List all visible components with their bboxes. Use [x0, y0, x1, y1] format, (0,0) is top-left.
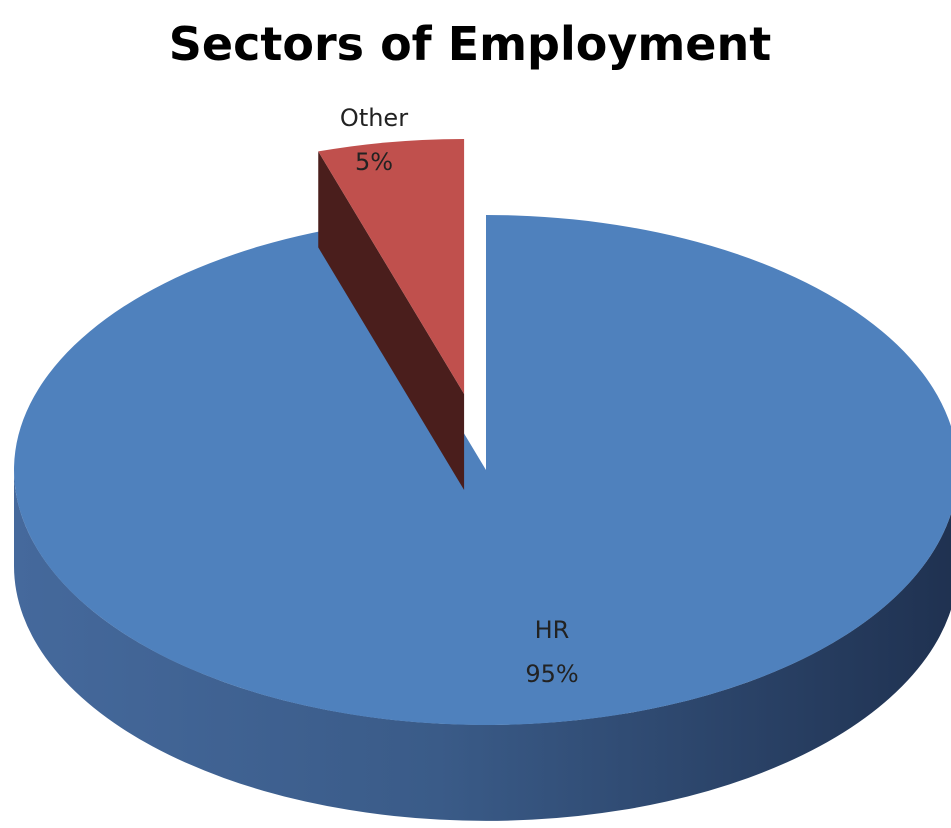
slice-label-hr-name: HR: [535, 616, 570, 644]
pie-top-other: [318, 138, 465, 394]
slice-label-other-name: Other: [340, 104, 408, 132]
pie-cut-face-other: [318, 151, 465, 490]
slice-label-other-percent: 5%: [355, 148, 393, 176]
slice-label-other: Other 5%: [340, 104, 408, 176]
pie-slice-other: [318, 138, 465, 490]
pie-top-hr: [14, 215, 951, 725]
pie-slice-hr: [14, 215, 951, 821]
slice-label-hr: HR 95%: [525, 616, 578, 688]
chart-title: Sectors of Employment: [169, 17, 771, 71]
slice-label-hr-percent: 95%: [525, 660, 578, 688]
pie-side-hr: [14, 470, 951, 821]
